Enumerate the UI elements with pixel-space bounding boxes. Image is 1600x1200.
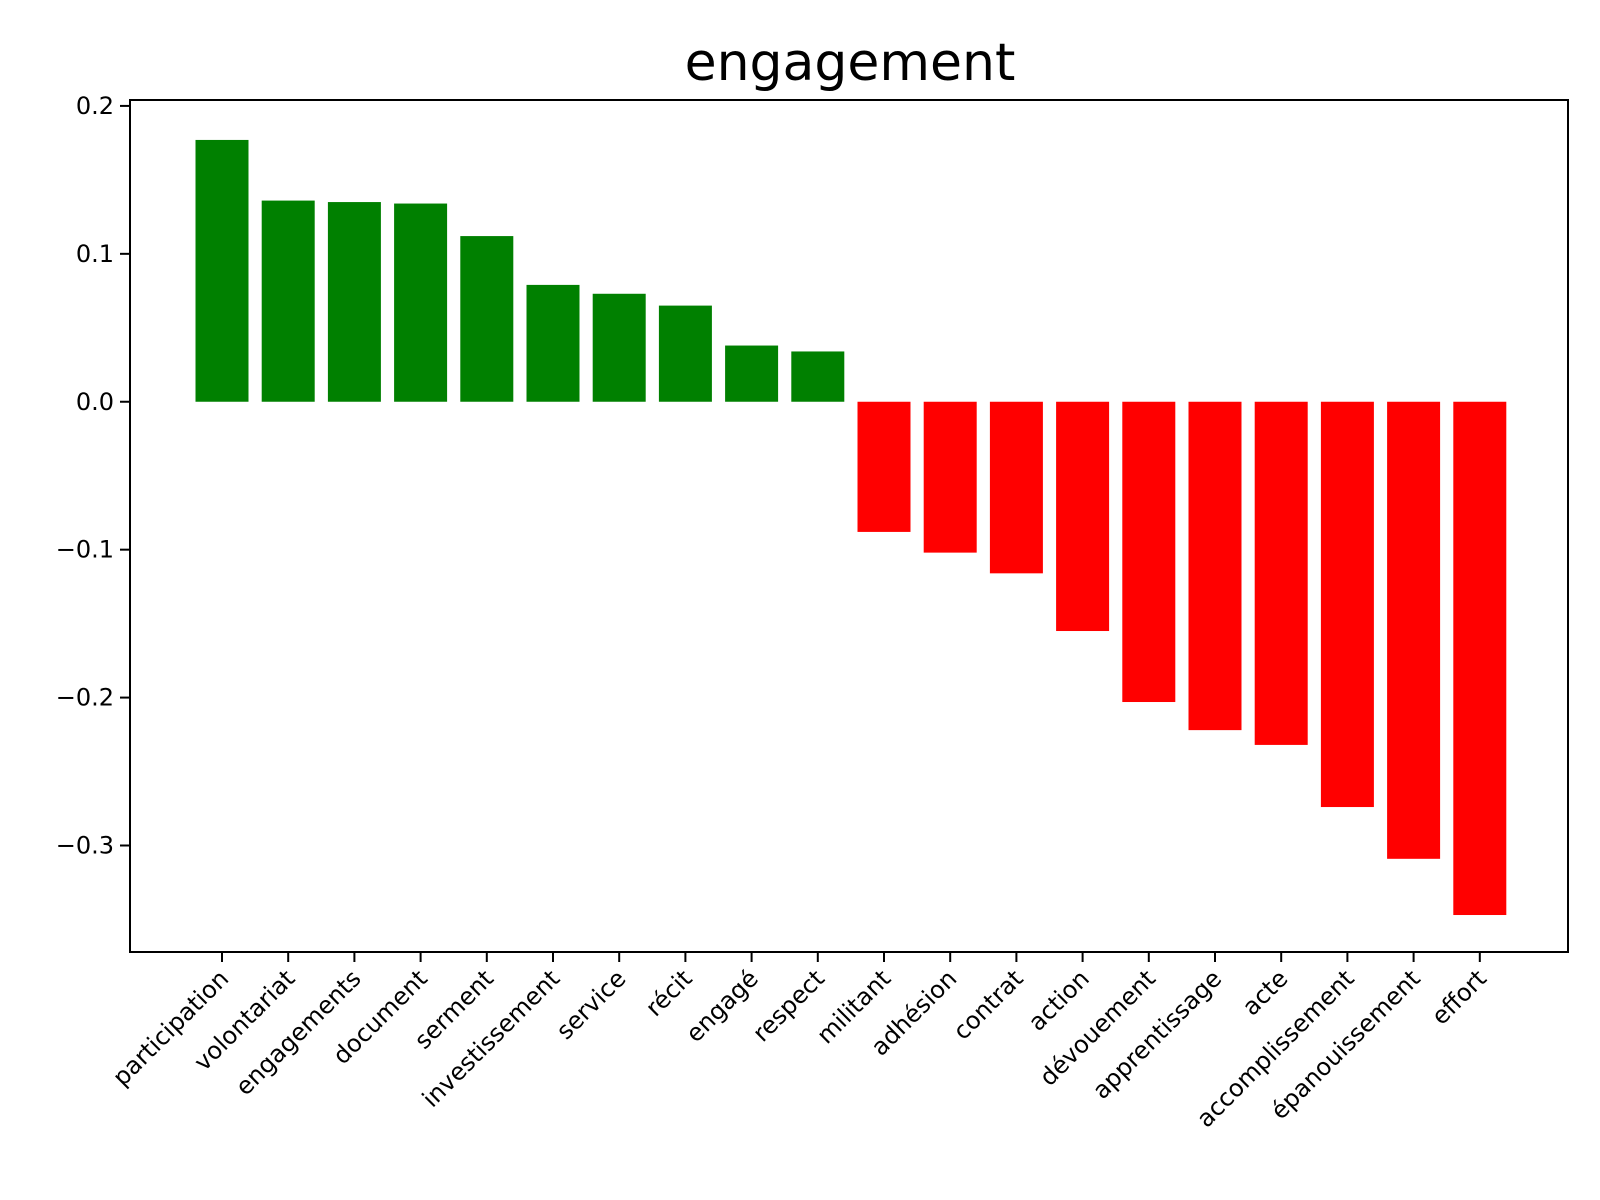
- y-tick-label: −0.3: [56, 832, 114, 860]
- x-tick-label: récit: [640, 964, 698, 1022]
- bar-dévouement: [1122, 401, 1176, 703]
- bar-engagements: [327, 202, 381, 402]
- bar-militant: [857, 401, 911, 532]
- bar-respect: [791, 351, 845, 402]
- y-tick-label: −0.1: [56, 536, 114, 564]
- x-tick-label: participation: [107, 964, 234, 1091]
- bar-contrat: [989, 401, 1043, 574]
- bar-acte: [1254, 401, 1308, 745]
- bar-apprentissage: [1188, 401, 1242, 731]
- bar-effort: [1453, 401, 1507, 916]
- x-tick-label: engagé: [680, 964, 763, 1047]
- bar-récit: [658, 305, 712, 402]
- plot-frame: [129, 99, 1569, 953]
- x-axis: participationvolontariatengagementsdocum…: [107, 952, 1492, 1133]
- bar-document: [394, 203, 448, 402]
- y-tick-label: 0.2: [76, 92, 114, 120]
- bar-accomplissement: [1320, 401, 1374, 808]
- bar-investissement: [526, 284, 580, 402]
- bar-action: [1056, 401, 1110, 632]
- y-axis: 0.2 0.1 0.0 −0.1 −0.2 −0.3: [56, 92, 130, 860]
- x-tick-label: acte: [1237, 964, 1294, 1021]
- x-tick-label: contrat: [948, 964, 1029, 1045]
- x-tick-label: effort: [1426, 964, 1492, 1030]
- bar-participation: [195, 139, 249, 402]
- bar-engagé: [725, 345, 779, 402]
- bar-volontariat: [261, 200, 315, 402]
- x-tick-label: service: [551, 964, 632, 1045]
- bar-serment: [460, 236, 514, 402]
- bars-group: [195, 139, 1507, 916]
- bar-épanouissement: [1387, 401, 1441, 859]
- y-tick-label: 0.1: [76, 240, 114, 268]
- x-tick-label: dévouement: [1034, 964, 1161, 1091]
- y-tick-label: 0.0: [76, 388, 114, 416]
- bar-adhésion: [923, 401, 977, 553]
- y-tick-label: −0.2: [56, 684, 114, 712]
- bar-service: [592, 293, 646, 402]
- chart-title: engagement: [685, 33, 1016, 93]
